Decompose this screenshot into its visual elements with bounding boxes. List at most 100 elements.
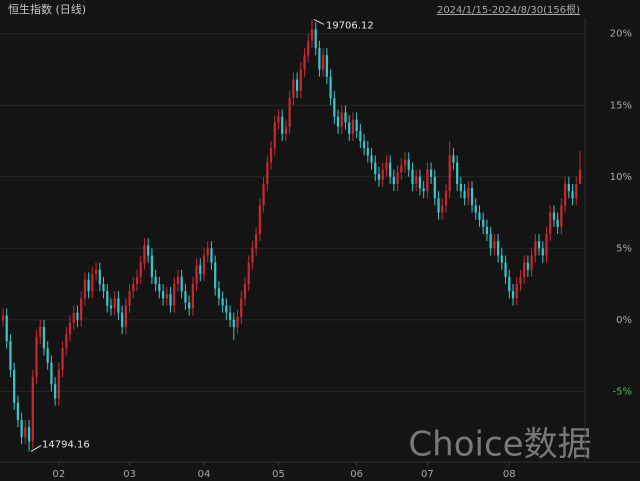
chart-title: 恒生指数 (日线)	[8, 2, 86, 16]
candle-body	[567, 183, 570, 192]
candle-body	[214, 262, 217, 289]
candle-body	[217, 288, 221, 299]
candle-body	[113, 298, 116, 309]
candle-body	[500, 255, 503, 263]
candle-body	[161, 291, 165, 299]
candle-body	[396, 172, 399, 184]
x-tick-label: 03	[123, 469, 136, 480]
candle-body	[65, 334, 68, 349]
candle-body	[444, 191, 448, 206]
candle-body	[482, 219, 485, 227]
candle-body	[169, 294, 172, 306]
candle-body	[314, 29, 317, 49]
candle-body	[403, 159, 407, 166]
candle-body	[80, 298, 83, 320]
x-tick-label: 08	[503, 469, 516, 480]
x-tick-label: 07	[421, 469, 434, 480]
candle-body	[5, 315, 8, 342]
candle-body	[325, 55, 328, 77]
candle-body	[437, 198, 440, 213]
candle-body	[225, 305, 228, 313]
candle-body	[392, 176, 395, 184]
candle-body	[199, 265, 202, 275]
x-tick-label: 02	[52, 469, 65, 480]
candle-body	[571, 191, 574, 199]
candle-body	[336, 116, 340, 127]
candle-body	[42, 326, 46, 349]
candle-body	[180, 276, 183, 292]
candle-body	[418, 176, 422, 189]
candle-body	[24, 427, 27, 438]
candle-body	[310, 29, 314, 41]
candle-body	[493, 241, 496, 249]
candle-body	[370, 155, 373, 163]
candle-body	[143, 245, 146, 263]
candle-body	[307, 40, 310, 56]
candle-body	[526, 262, 530, 270]
candle-body	[31, 377, 34, 442]
candle-body	[552, 212, 556, 220]
candle-body	[515, 284, 518, 299]
candle-body	[124, 305, 127, 327]
candle-body	[407, 159, 410, 170]
candle-body	[109, 305, 113, 309]
candle-body	[255, 234, 258, 249]
candle-body	[415, 176, 418, 184]
candle-body	[72, 312, 75, 323]
candle-body	[474, 205, 477, 213]
candle-body	[210, 248, 213, 263]
candle-body	[385, 162, 388, 170]
candle-body	[456, 162, 459, 184]
candle-body	[508, 276, 511, 292]
candle-body	[184, 291, 187, 303]
candle-body	[281, 116, 284, 134]
candle-body	[545, 234, 548, 256]
candle-body	[485, 226, 489, 234]
candle-body	[348, 122, 351, 134]
y-tick-label: 20%	[610, 29, 632, 40]
candle-body	[422, 188, 425, 192]
candle-body	[53, 384, 57, 399]
candle-body	[1, 315, 5, 320]
candle-body	[87, 279, 90, 292]
candle-body	[150, 255, 154, 277]
candle-body	[355, 119, 358, 132]
candle-body	[530, 255, 533, 270]
candle-body	[247, 262, 250, 285]
candle-body	[467, 188, 470, 199]
candle-body	[243, 284, 247, 299]
candle-body	[400, 165, 403, 173]
candle-body	[333, 98, 336, 117]
candle-body	[411, 169, 414, 184]
candle-body	[284, 126, 288, 134]
candle-body	[489, 234, 492, 249]
candle-body	[173, 284, 176, 306]
candle-body	[366, 148, 369, 156]
candle-body	[470, 188, 474, 206]
max-label: 19706.12	[326, 20, 374, 31]
candle-body	[452, 155, 455, 163]
candle-body	[426, 169, 429, 192]
candle-body	[202, 255, 206, 275]
candle-body	[441, 205, 444, 213]
candle-body	[20, 419, 23, 438]
candle-body	[27, 427, 31, 442]
candle-body	[98, 269, 101, 285]
candle-body	[277, 116, 280, 123]
annotation-arrow	[313, 18, 325, 25]
y-tick-label: -5%	[613, 386, 632, 397]
candle-body	[295, 79, 299, 91]
candle-body	[262, 183, 265, 206]
candle-body	[448, 155, 451, 192]
annotation-arrow	[30, 444, 42, 452]
candle-body	[228, 312, 232, 320]
candle-body	[139, 262, 142, 277]
candle-body	[374, 162, 377, 174]
candle-body	[560, 205, 563, 227]
candle-body	[191, 284, 194, 309]
candle-body	[273, 122, 276, 149]
candle-body	[188, 302, 191, 309]
